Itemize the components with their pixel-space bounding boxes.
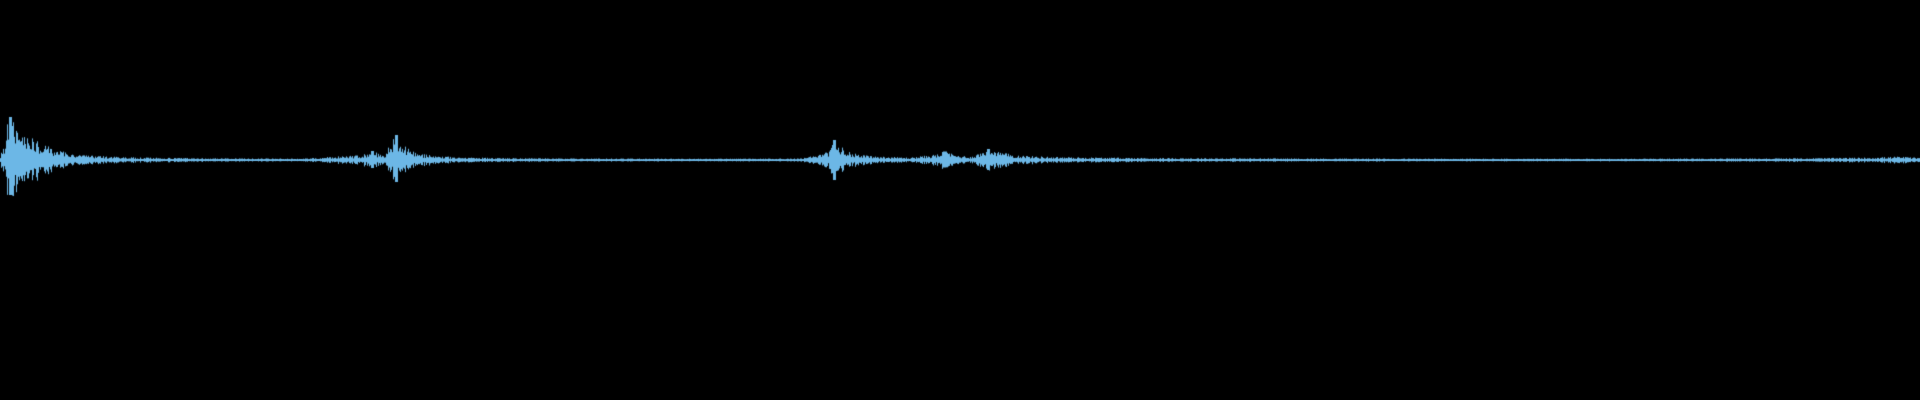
waveform-canvas[interactable] xyxy=(0,0,1920,400)
waveform-graphic xyxy=(0,159,1920,161)
waveform-viewer[interactable] xyxy=(0,0,1920,400)
